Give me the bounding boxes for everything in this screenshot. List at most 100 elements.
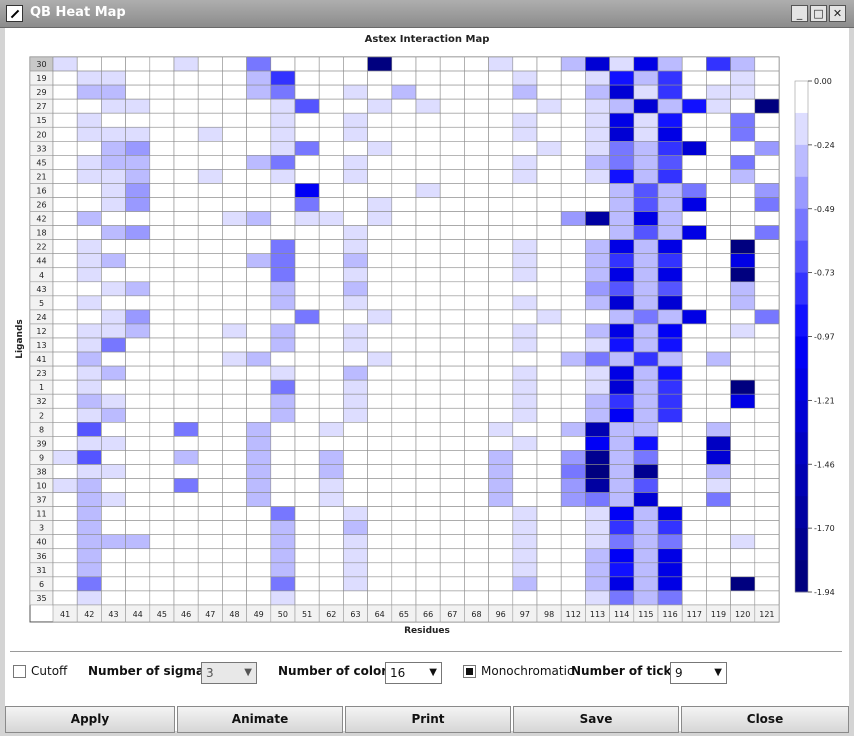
heatmap-cell bbox=[343, 534, 368, 550]
heatmap-cell bbox=[125, 450, 151, 465]
heatmap-cell bbox=[101, 548, 126, 564]
heatmap-cell bbox=[343, 56, 368, 72]
colors-select[interactable]: 16 ▼ bbox=[385, 662, 442, 684]
heatmap-cell bbox=[270, 112, 296, 128]
heatmap-cell bbox=[415, 393, 441, 409]
heatmap-cell bbox=[149, 98, 175, 114]
heatmap-cell bbox=[609, 534, 635, 550]
sigmas-select[interactable]: 3 ▼ bbox=[201, 662, 257, 684]
heatmap-cell bbox=[681, 492, 707, 507]
window-title: QB Heat Map bbox=[30, 5, 126, 20]
apply-button[interactable]: Apply bbox=[5, 706, 175, 733]
heatmap-cell bbox=[585, 421, 610, 437]
heatmap-cell bbox=[101, 407, 126, 423]
heatmap-cell bbox=[197, 323, 223, 339]
cutoff-checkbox[interactable] bbox=[13, 665, 26, 678]
heatmap-cell bbox=[294, 534, 320, 550]
minimize-button[interactable]: _ bbox=[791, 5, 808, 22]
heatmap-cell bbox=[609, 478, 635, 493]
heatmap-cell bbox=[149, 351, 175, 367]
maximize-button[interactable]: □ bbox=[810, 5, 827, 22]
animate-button[interactable]: Animate bbox=[177, 706, 343, 733]
heatmap-cell bbox=[464, 576, 489, 592]
row-label: 35 bbox=[36, 594, 46, 603]
print-button[interactable]: Print bbox=[345, 706, 511, 733]
heatmap-cell bbox=[609, 155, 635, 170]
heatmap-cell bbox=[754, 337, 780, 353]
heatmap-cell bbox=[391, 590, 417, 606]
heatmap-cell bbox=[52, 197, 78, 212]
heatmap-cell bbox=[560, 141, 586, 156]
heatmap-cell bbox=[52, 562, 78, 578]
heatmap-cell bbox=[488, 534, 514, 550]
heatmap-cell bbox=[439, 126, 465, 142]
heatmap-cell bbox=[464, 421, 489, 437]
heatmap-cell bbox=[488, 379, 514, 395]
heatmap-cell bbox=[512, 379, 538, 395]
heatmap-cell bbox=[270, 267, 296, 283]
save-button[interactable]: Save bbox=[513, 706, 679, 733]
heatmap-cell bbox=[125, 98, 151, 114]
heatmap-cell bbox=[488, 211, 514, 226]
heatmap-cell bbox=[246, 365, 272, 381]
heatmap-cell bbox=[197, 590, 223, 606]
heatmap-cell bbox=[246, 337, 272, 353]
row-label: 23 bbox=[36, 369, 46, 378]
close-button[interactable]: Close bbox=[681, 706, 849, 733]
heatmap-cell bbox=[560, 84, 586, 100]
heatmap-cell bbox=[125, 281, 151, 297]
heatmap-cell bbox=[149, 309, 175, 325]
heatmap-cell bbox=[294, 70, 320, 86]
heatmap-cell bbox=[609, 183, 635, 198]
heatmap-cell bbox=[439, 464, 465, 479]
heatmap-cell bbox=[318, 309, 344, 325]
heatmap-cell bbox=[706, 183, 731, 198]
heatmap-cell bbox=[270, 155, 296, 170]
monochromatic-checkbox[interactable] bbox=[463, 665, 476, 678]
heatmap-cell bbox=[512, 548, 538, 564]
row-label: 44 bbox=[36, 257, 46, 266]
ticks-select[interactable]: 9 ▼ bbox=[670, 662, 727, 684]
heatmap-cell bbox=[415, 436, 441, 451]
heatmap-cell bbox=[270, 70, 296, 86]
heatmap-cell bbox=[246, 126, 272, 142]
heatmap-cell bbox=[536, 112, 562, 128]
row-label: 6 bbox=[39, 580, 44, 589]
heatmap-cell bbox=[270, 183, 296, 198]
heatmap-cell bbox=[536, 323, 562, 339]
heatmap-cell bbox=[730, 520, 756, 536]
heatmap-cell bbox=[730, 407, 756, 423]
heatmap-cell bbox=[754, 126, 780, 142]
heatmap-cell bbox=[391, 112, 417, 128]
heatmap-cell bbox=[52, 84, 78, 100]
heatmap-cell bbox=[439, 197, 465, 212]
heatmap-cell bbox=[125, 126, 151, 142]
heatmap-cell bbox=[270, 253, 296, 269]
heatmap-cell bbox=[657, 211, 683, 226]
heatmap-cell bbox=[512, 506, 538, 521]
heatmap-cell bbox=[101, 281, 126, 297]
heatmap-cell bbox=[657, 112, 683, 128]
heatmap-cell bbox=[76, 407, 102, 423]
heatmap-cell bbox=[318, 211, 344, 226]
heatmap-cell bbox=[222, 56, 247, 72]
heatmap-cell bbox=[391, 225, 417, 240]
heatmap-cell bbox=[754, 379, 780, 395]
close-window-button[interactable]: ✕ bbox=[829, 5, 846, 22]
heatmap-cell bbox=[76, 197, 102, 212]
heatmap-cell bbox=[439, 323, 465, 339]
heatmap-cell bbox=[76, 211, 102, 226]
heatmap-cell bbox=[415, 70, 441, 86]
column-label: 113 bbox=[590, 610, 605, 619]
colorbar-segment bbox=[795, 240, 808, 274]
heatmap-cell bbox=[730, 337, 756, 353]
heatmap-cell bbox=[488, 141, 514, 156]
column-label: 67 bbox=[447, 610, 457, 619]
heatmap-cell bbox=[681, 590, 707, 606]
heatmap-cell bbox=[343, 197, 368, 212]
heatmap-cell bbox=[52, 211, 78, 226]
heatmap-cell bbox=[657, 141, 683, 156]
heatmap-cell bbox=[101, 450, 126, 465]
heatmap-cell bbox=[76, 464, 102, 479]
heatmap-cell bbox=[367, 84, 393, 100]
